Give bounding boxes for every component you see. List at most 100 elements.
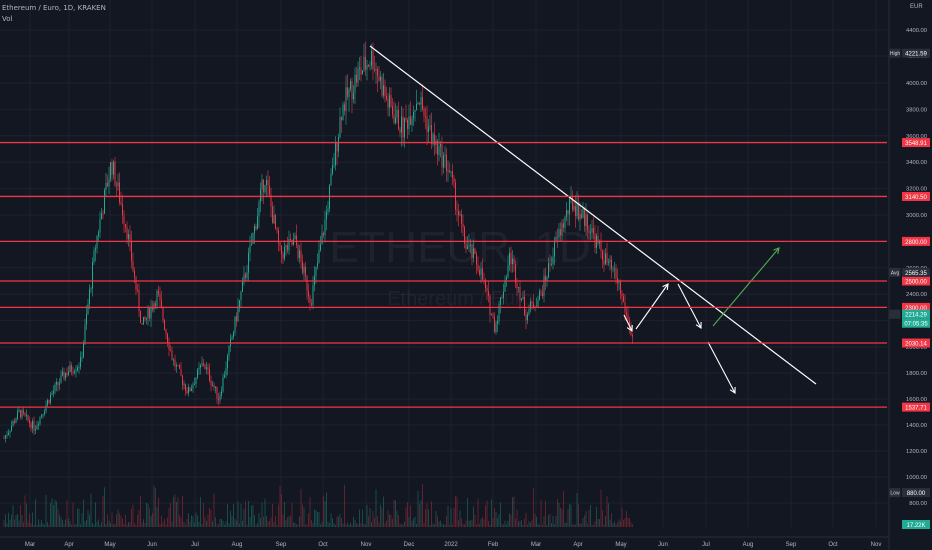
candle-body	[146, 317, 147, 320]
candle-body	[437, 140, 438, 155]
volume-bar	[336, 516, 338, 527]
candle-body	[599, 241, 600, 244]
volume-bar	[485, 505, 486, 527]
volume-bar	[201, 524, 203, 527]
candle-body	[420, 97, 422, 105]
trend-line	[369, 45, 817, 385]
candle-body	[321, 232, 323, 245]
volume-bar	[113, 524, 114, 527]
volume-bar	[180, 517, 182, 527]
volume-bar	[524, 518, 525, 527]
volume-bar	[74, 524, 75, 527]
candle-body	[569, 197, 570, 215]
time-tick-label: May	[615, 542, 626, 548]
candle-body	[405, 118, 407, 120]
volume-bar	[366, 504, 368, 527]
volume-bar	[278, 504, 279, 527]
volume-bar	[603, 524, 605, 527]
candle-body	[593, 228, 594, 234]
volume-bar	[200, 497, 201, 527]
candle-body	[506, 277, 507, 280]
candle-body	[194, 384, 195, 385]
volume-bar	[534, 513, 536, 527]
time-tick-label: Apr	[64, 542, 73, 548]
volume-bar	[11, 514, 12, 527]
volume-bar	[17, 514, 18, 527]
candle-body	[84, 324, 86, 343]
volume-bar	[29, 513, 30, 527]
candle-body	[383, 85, 384, 96]
candle-body	[161, 300, 162, 308]
volume-bar	[56, 501, 57, 527]
drawings[interactable]	[369, 45, 817, 395]
candle-body	[578, 202, 579, 220]
candle-body	[561, 223, 563, 236]
volume-bar	[191, 515, 192, 527]
candle-body	[99, 219, 101, 233]
candle-body	[485, 280, 486, 289]
support-resistance-levels[interactable]: 3548.91 3140.50 2800.00 2500.00 2300.00 2030.…	[0, 138, 930, 412]
candle-body	[509, 252, 510, 266]
volume-bar	[99, 524, 101, 527]
price-tick-label: 2000.00	[906, 345, 927, 351]
candle-body	[404, 118, 405, 138]
candle-body	[186, 390, 188, 394]
candle-body	[255, 226, 257, 230]
volume-bar	[617, 522, 618, 527]
volume-bar	[557, 498, 558, 527]
volume-bar	[611, 513, 612, 527]
candle-body	[125, 224, 126, 228]
candle-body	[231, 336, 233, 340]
volume-bar	[627, 517, 629, 527]
volume-bar	[474, 515, 476, 527]
volume-bar	[104, 487, 105, 527]
candle-body	[477, 264, 479, 271]
volume-bar	[197, 515, 198, 527]
candle-body	[353, 92, 354, 100]
volume-bar	[452, 524, 453, 527]
volume-bar	[302, 504, 303, 527]
candle-body	[165, 329, 167, 334]
candle-body	[164, 320, 165, 330]
volume-bar	[546, 524, 548, 527]
volume-bar	[426, 503, 428, 527]
candle-body	[254, 226, 255, 234]
candle-body	[371, 50, 372, 66]
candle-body	[585, 214, 587, 227]
time-axis[interactable]: Mar Apr May Jun Jul Aug Sep Oct Nov Dec 2022 Feb Mar…	[0, 536, 889, 548]
volume-bar	[521, 520, 522, 527]
volume-bar	[522, 524, 524, 527]
candle-body	[413, 112, 414, 119]
volume-bar	[393, 499, 395, 527]
candle-body	[525, 314, 527, 321]
volume-bar	[158, 497, 159, 527]
candle-body	[150, 306, 152, 319]
volume-bar	[555, 515, 557, 527]
candle-body	[116, 185, 117, 187]
volume-bar	[111, 512, 113, 527]
volume-bar	[176, 501, 177, 527]
volume-bar	[230, 510, 231, 527]
candle-body	[564, 216, 566, 228]
volume-bar	[450, 508, 452, 527]
marker-value: 2214.29	[905, 313, 927, 319]
candle-body	[101, 213, 102, 220]
volume-bar	[573, 524, 575, 527]
volume-bar	[77, 508, 78, 527]
volume-bar	[48, 524, 50, 527]
volume-bar	[102, 496, 104, 527]
volume-bar	[500, 502, 501, 527]
volume-bar	[425, 508, 426, 527]
candle-body	[471, 244, 473, 259]
volume-bar	[582, 517, 584, 527]
marker-box	[902, 318, 930, 328]
candle-body	[32, 420, 33, 429]
volume-bar	[44, 524, 45, 527]
candle-body	[180, 368, 182, 376]
candle-body	[273, 214, 275, 224]
volume-bar	[39, 523, 41, 527]
candle-body	[185, 384, 186, 391]
candle-body	[630, 329, 632, 336]
volume-bar	[447, 505, 449, 527]
